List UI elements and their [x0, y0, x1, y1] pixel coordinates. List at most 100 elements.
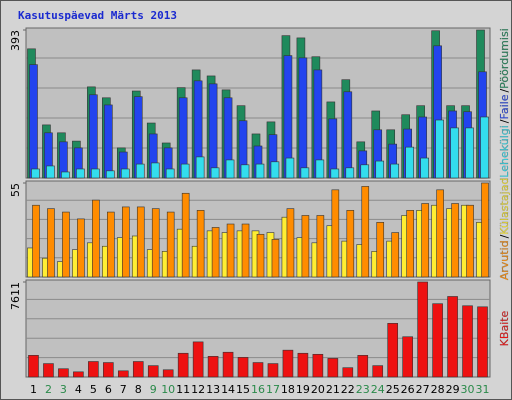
- x-tick-label: 21: [326, 383, 340, 396]
- bar: [208, 83, 218, 179]
- legend-entry: Külastajad: [498, 178, 511, 235]
- x-tick-label: 10: [161, 383, 175, 396]
- x-tick-label: 31: [476, 383, 490, 396]
- legend-separator: /: [498, 234, 511, 238]
- bar: [331, 189, 340, 278]
- legend-separator: /: [498, 89, 511, 93]
- bar: [406, 210, 414, 278]
- bar: [421, 203, 429, 278]
- bar: [480, 116, 489, 179]
- legend-entry: Pöördumisi: [498, 28, 511, 89]
- bar: [256, 233, 265, 278]
- bar: [477, 306, 488, 378]
- bar: [177, 352, 189, 378]
- x-tick-label: 23: [356, 383, 370, 396]
- bar: [465, 127, 474, 179]
- x-tick-label: 29: [446, 383, 460, 396]
- x-tick-label: 12: [191, 383, 205, 396]
- bar: [210, 167, 220, 179]
- x-tick-label: 3: [60, 383, 67, 396]
- bar: [29, 64, 38, 179]
- bar: [92, 199, 100, 278]
- bar: [207, 356, 219, 378]
- bar: [28, 355, 39, 378]
- bar: [195, 156, 205, 179]
- legend-separator: /: [498, 119, 511, 123]
- bar: [47, 208, 55, 278]
- legend-entry: Arvutid: [498, 240, 511, 280]
- bar: [106, 170, 115, 179]
- bar: [450, 127, 459, 179]
- bar: [435, 119, 444, 179]
- bar: [361, 186, 370, 278]
- y-tick-label: 55: [9, 183, 22, 197]
- bar: [481, 182, 489, 278]
- x-tick-label: 14: [221, 383, 235, 396]
- bar: [451, 203, 459, 278]
- x-tick-label: 30: [461, 383, 475, 396]
- chart-title: Kasutuspäevad Märts 2013: [18, 9, 177, 22]
- x-tick-label: 16: [251, 383, 265, 396]
- bar: [150, 162, 160, 179]
- x-tick-label: 22: [341, 383, 355, 396]
- bar: [270, 161, 280, 179]
- x-tick-label: 9: [150, 383, 157, 396]
- bar: [300, 167, 310, 179]
- bar: [432, 303, 443, 378]
- x-tick-label: 20: [311, 383, 325, 396]
- bar: [73, 371, 84, 378]
- bar: [372, 365, 384, 378]
- bar: [405, 146, 414, 179]
- x-tick-label: 25: [386, 383, 400, 396]
- bar: [62, 211, 70, 278]
- bar: [391, 232, 400, 278]
- bar: [132, 361, 144, 378]
- legend: KBaite: [498, 310, 511, 346]
- bar: [420, 157, 429, 179]
- bar: [165, 168, 175, 179]
- x-tick-label: 5: [90, 383, 97, 396]
- bar: [417, 281, 428, 378]
- bar: [32, 204, 40, 278]
- bar: [136, 206, 145, 278]
- bar: [61, 171, 70, 179]
- bar: [77, 218, 85, 278]
- bar: [315, 159, 325, 179]
- x-tick-label: 19: [296, 383, 310, 396]
- bar: [103, 362, 114, 378]
- x-tick-label: 6: [105, 383, 112, 396]
- bar: [58, 368, 69, 378]
- bar: [107, 211, 115, 278]
- bar: [286, 208, 295, 278]
- bar: [343, 91, 353, 179]
- bar: [255, 163, 265, 179]
- bar: [252, 362, 264, 378]
- x-tick-label: 7: [120, 383, 127, 396]
- x-tick-label: 1: [30, 383, 37, 396]
- bar: [301, 215, 310, 278]
- bar: [357, 355, 369, 378]
- bar: [88, 361, 99, 378]
- legend-entry: Lehekülgi: [498, 125, 511, 178]
- bar: [447, 296, 458, 378]
- bar: [330, 168, 340, 179]
- bar: [226, 223, 235, 278]
- y-tick-label: 7611: [9, 282, 22, 310]
- x-tick-label: 17: [266, 383, 280, 396]
- bar: [390, 163, 400, 179]
- x-tick-label: 28: [431, 383, 445, 396]
- bar: [89, 94, 98, 179]
- bar: [376, 222, 385, 278]
- bar: [387, 323, 399, 378]
- bar: [43, 363, 54, 378]
- bar: [237, 357, 249, 378]
- bar: [282, 349, 294, 378]
- bar: [466, 204, 474, 278]
- bar: [225, 159, 235, 179]
- bar: [31, 168, 40, 179]
- x-tick-label: 11: [176, 383, 190, 396]
- bar: [121, 206, 130, 278]
- bar: [104, 104, 113, 179]
- y-tick-label: 393: [9, 30, 22, 51]
